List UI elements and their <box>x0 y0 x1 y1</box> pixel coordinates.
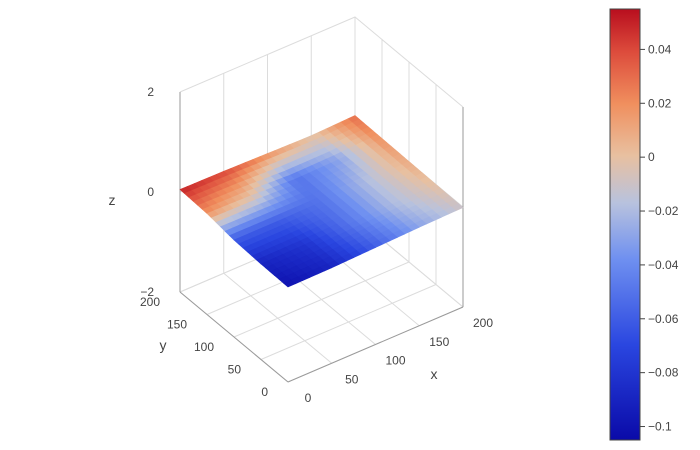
y-tick-label: 150 <box>167 318 187 332</box>
x-tick-label: 0 <box>305 391 312 405</box>
y-tick-label: 50 <box>228 363 242 377</box>
z-tick-label: −2 <box>140 285 154 299</box>
colorbar-tick-label: 0 <box>648 150 655 164</box>
colorbar-tick-label: −0.06 <box>648 312 679 326</box>
colorbar-gradient <box>609 8 641 441</box>
colorbar-tick-label: −0.1 <box>648 420 672 434</box>
surface-cell <box>282 279 296 288</box>
y-tick-label: 0 <box>261 385 268 399</box>
z-axis-title: z <box>109 192 116 208</box>
colorbar-tick-label: 0.02 <box>648 96 672 110</box>
z-tick-label: 0 <box>147 185 154 199</box>
y-axis-title: y <box>160 337 167 353</box>
axis-line <box>287 306 464 383</box>
x-tick-label: 50 <box>345 372 359 386</box>
y-tick-label: 100 <box>194 340 214 354</box>
x-tick-label: 100 <box>385 354 405 368</box>
colorbar-ticks: 0.04 0.02 0 −0.02 −0.04 −0.06 −0.08 −0.1 <box>640 42 679 434</box>
axis-line <box>179 291 289 383</box>
colorbar-tick-label: 0.04 <box>648 42 672 56</box>
colorbar-tick-label: −0.02 <box>648 204 679 218</box>
z-tick-label: 2 <box>147 85 154 99</box>
grid-line <box>179 16 464 108</box>
surface-mesh <box>179 115 464 288</box>
x-tick-label: 150 <box>429 335 449 349</box>
y-tick-label: 200 <box>140 295 160 309</box>
colorbar: 0.04 0.02 0 −0.02 −0.04 −0.06 −0.08 −0.1 <box>609 8 679 441</box>
colorbar-tick-label: −0.08 <box>648 366 679 380</box>
x-axis-title: x <box>431 366 438 382</box>
colorbar-tick-label: −0.04 <box>648 258 679 272</box>
grid-line <box>233 261 410 338</box>
x-tick-label: 200 <box>473 316 493 330</box>
